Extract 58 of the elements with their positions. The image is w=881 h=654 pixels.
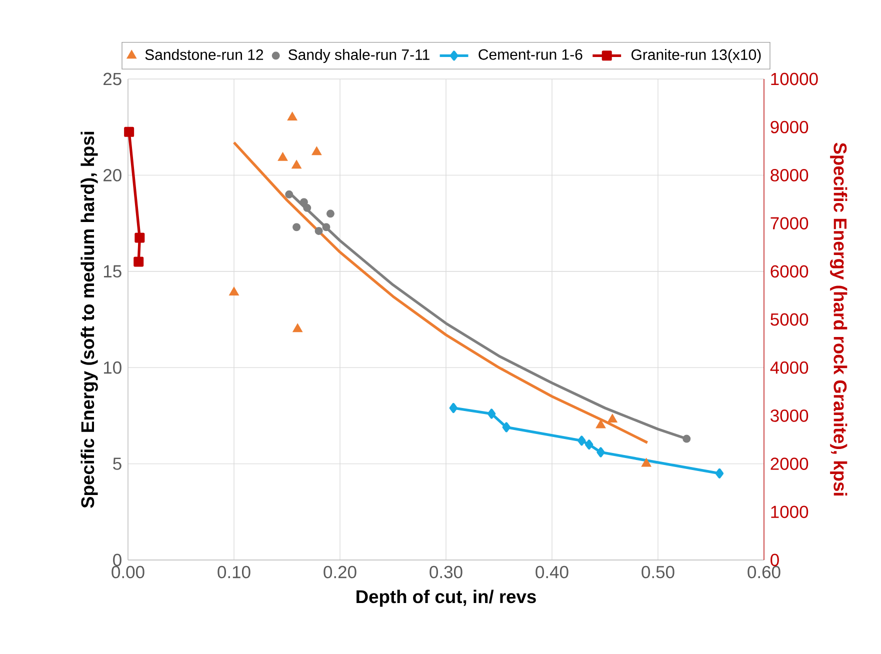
line-series	[232, 141, 649, 444]
x-axis-title: Depth of cut, in/ revs	[356, 590, 536, 607]
legend-label: Granite-run 13(x10)	[632, 48, 761, 63]
point	[229, 286, 239, 296]
point	[641, 458, 652, 467]
y2-tick-label: 0	[770, 554, 779, 566]
x-tick-label: 0.40	[536, 566, 568, 578]
y-tick-label: 5	[113, 458, 122, 470]
point	[502, 422, 510, 432]
point	[585, 440, 594, 450]
y2-tick-label: 5000	[770, 313, 808, 326]
point	[596, 420, 606, 428]
point	[596, 447, 605, 458]
point	[322, 223, 330, 232]
y-axis-title: Specific Energy (soft to medium hard), kpsi	[80, 132, 98, 508]
legend-label: Cement-run 1-6	[478, 49, 582, 60]
point	[682, 434, 691, 443]
point	[314, 226, 323, 235]
x-tick-label: 0.50	[642, 566, 674, 578]
y2-tick-label: 8000	[770, 169, 808, 182]
point	[449, 402, 458, 413]
y2-tick-label: 2000	[770, 458, 808, 470]
legend-label: Sandstone-run 12	[145, 48, 264, 60]
point	[312, 146, 322, 156]
point	[124, 126, 134, 137]
y2-tick-label: 10000	[771, 72, 818, 86]
y-tick-label: 25	[104, 72, 122, 86]
y2-axis-title: Specific Energy (hard rock Granite), kpsi	[830, 142, 848, 496]
point	[326, 210, 334, 218]
x-tick-label: 0.60	[748, 566, 780, 578]
y2-tick-label: 7000	[770, 217, 808, 230]
point	[303, 204, 312, 212]
point	[578, 436, 586, 446]
point	[292, 160, 302, 169]
point	[292, 323, 303, 332]
x-tick-label: 0.00	[112, 566, 144, 578]
y-tick-label: 0	[113, 554, 122, 566]
y-tick-label: 10	[104, 361, 122, 374]
y-tick-label: 15	[104, 265, 122, 278]
legend-label: Sandy shale-run 7-11	[288, 48, 430, 63]
y-tick-label: 20	[104, 169, 122, 182]
point	[287, 112, 298, 120]
point	[285, 190, 294, 198]
x-tick-label: 0.20	[324, 566, 356, 578]
point	[607, 414, 618, 423]
x-tick-label: 0.10	[218, 566, 250, 578]
y2-tick-label: 4000	[770, 361, 808, 374]
y2-tick-label: 3000	[770, 410, 808, 422]
point	[715, 468, 724, 478]
point	[278, 152, 288, 161]
point	[134, 256, 144, 267]
point	[134, 232, 145, 243]
x-tick-label: 0.30	[430, 566, 462, 578]
point	[487, 408, 496, 419]
y2-tick-label: 6000	[770, 265, 808, 278]
point	[292, 223, 301, 232]
y2-tick-label: 1000	[771, 506, 808, 518]
y2-tick-label: 9000	[770, 120, 808, 134]
